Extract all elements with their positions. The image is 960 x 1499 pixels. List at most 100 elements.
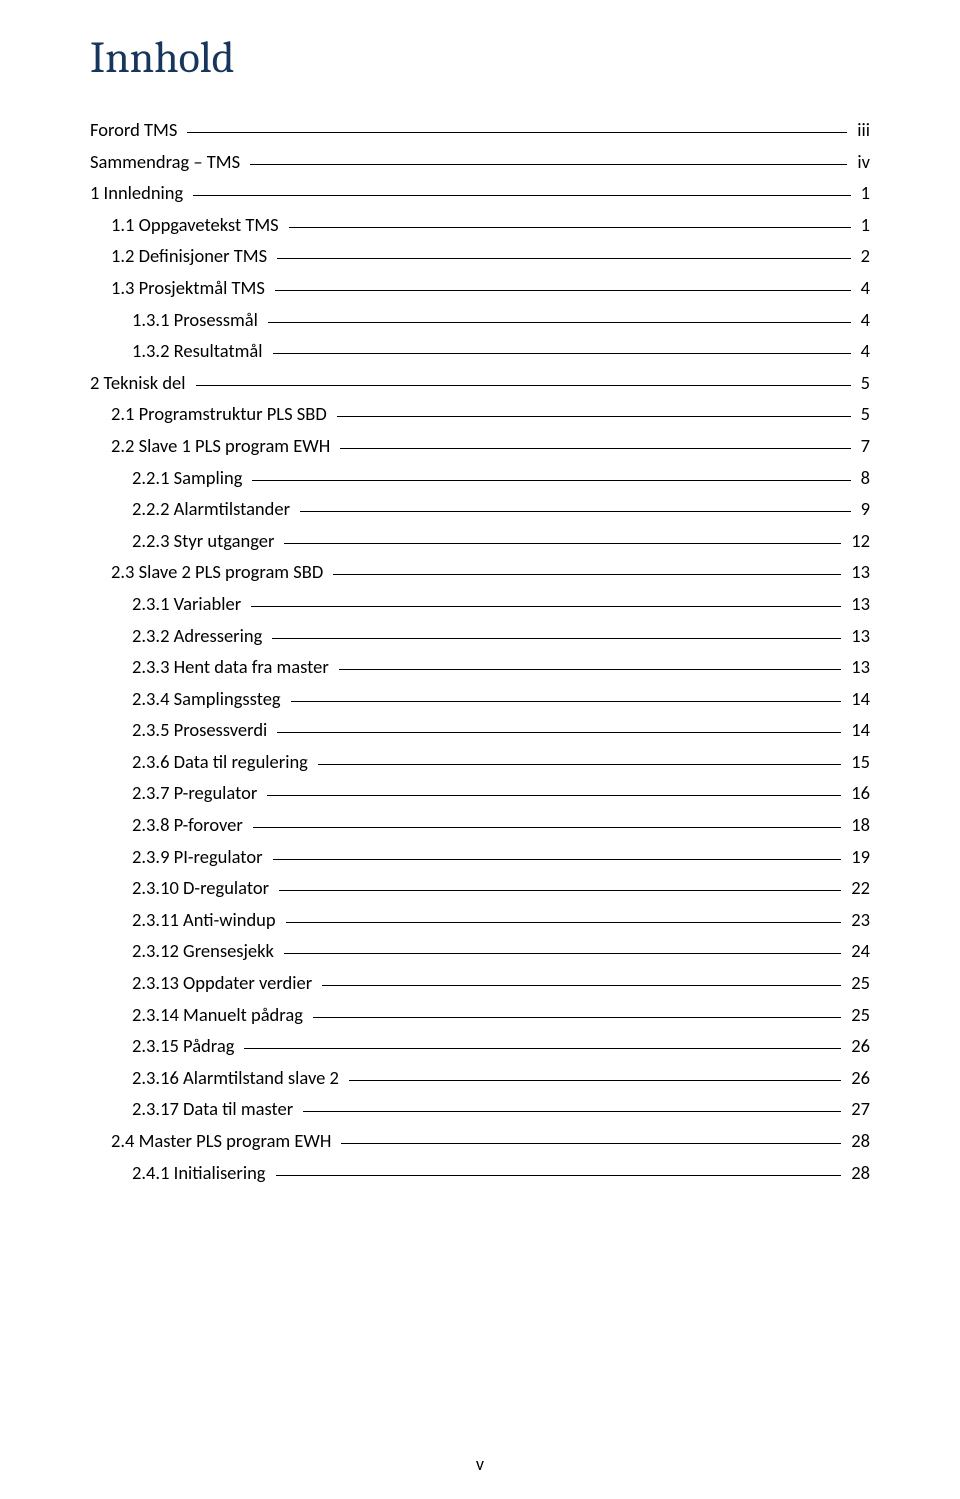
toc-leader: [277, 258, 851, 259]
toc-leader: [267, 795, 841, 796]
toc-leader: [275, 290, 851, 291]
toc-row: 2.3.5 Prosessverdi 14: [90, 721, 870, 740]
toc-page-number: 9: [855, 500, 870, 519]
page: Innhold Forord TMS iii Sammendrag – TMS iv 1…: [0, 0, 960, 1499]
toc-label: Sammendrag – TMS: [90, 153, 246, 172]
toc-label: 2.1 Programstruktur PLS SBD: [90, 405, 333, 424]
toc-page-number: 13: [845, 595, 870, 614]
toc-leader: [322, 985, 841, 986]
toc-page-number: 1: [855, 216, 870, 235]
toc-label: 2.3.13 Oppdater verdier: [90, 974, 318, 993]
toc-label: 1.3.2 Resultatmål: [90, 342, 269, 361]
toc-leader: [193, 195, 850, 196]
toc-label: 1 Innledning: [90, 184, 189, 203]
toc-page-number: 13: [845, 658, 870, 677]
toc-label: Forord TMS: [90, 121, 183, 140]
toc-leader: [286, 922, 842, 923]
toc-page-number: 26: [845, 1037, 870, 1056]
toc-row: 2.3.6 Data til regulering15: [90, 753, 870, 772]
toc-page-number: 4: [855, 311, 870, 330]
toc-leader: [300, 511, 851, 512]
toc-row: 2.4.1 Initialisering28: [90, 1164, 870, 1183]
toc-label: 2.3.8 P-forover: [90, 816, 249, 835]
toc-leader: [276, 1175, 842, 1176]
toc-label: 2.2 Slave 1 PLS program EWH: [90, 437, 336, 456]
toc-row: 2.3.9 PI-regulator19: [90, 848, 870, 867]
toc-label: 2.3.17 Data til master: [90, 1100, 299, 1119]
toc-leader: [250, 164, 847, 165]
toc-label: 2.3.3 Hent data fra master: [90, 658, 335, 677]
toc-row: Sammendrag – TMS iv: [90, 153, 870, 172]
toc-row: 2.3.8 P-forover 18: [90, 816, 870, 835]
toc-leader: [341, 1143, 841, 1144]
toc-page-number: 16: [845, 784, 870, 803]
toc-page-number: 4: [855, 279, 870, 298]
toc-leader: [340, 448, 850, 449]
toc-row: 1.3.2 Resultatmål4: [90, 342, 870, 361]
toc-label: 2.3.4 Samplingssteg: [90, 690, 287, 709]
toc-row: 2.2.1 Sampling 8: [90, 469, 870, 488]
page-title: Innhold: [90, 32, 870, 83]
toc-page-number: 5: [855, 374, 870, 393]
toc-row: 2.3.16 Alarmtilstand slave 226: [90, 1069, 870, 1088]
toc-label: 2.3.14 Manuelt pådrag: [90, 1006, 309, 1025]
toc-page-number: 14: [845, 721, 870, 740]
toc-row: 2.3.10 D-regulator22: [90, 879, 870, 898]
page-number-footer: v: [0, 1453, 960, 1475]
toc-page-number: 18: [845, 816, 870, 835]
toc-label: 2.3.5 Prosessverdi: [90, 721, 273, 740]
toc-page-number: iv: [851, 153, 870, 172]
toc-page-number: 19: [845, 848, 870, 867]
toc-label: 2.3.7 P-regulator: [90, 784, 263, 803]
toc-row: 1 Innledning1: [90, 184, 870, 203]
toc-leader: [244, 1048, 841, 1049]
toc-leader: [313, 1017, 841, 1018]
toc-page-number: iii: [851, 121, 870, 140]
toc-row: 2.3.7 P-regulator 16: [90, 784, 870, 803]
toc-leader: [284, 543, 841, 544]
toc-row: 2.3.3 Hent data fra master 13: [90, 658, 870, 677]
toc-page-number: 13: [845, 563, 870, 582]
toc-row: 1.2 Definisjoner TMS2: [90, 247, 870, 266]
toc-row: 2.3.17 Data til master 27: [90, 1100, 870, 1119]
toc-row: 2.1 Programstruktur PLS SBD 5: [90, 405, 870, 424]
toc-label: 2.3.11 Anti-windup: [90, 911, 282, 930]
toc-page-number: 5: [855, 405, 870, 424]
toc-row: 2.3.11 Anti-windup23: [90, 911, 870, 930]
toc-row: 2.2.3 Styr utganger12: [90, 532, 870, 551]
toc-leader: [277, 732, 841, 733]
toc-leader: [339, 669, 841, 670]
toc-leader: [253, 827, 841, 828]
toc-page-number: 8: [855, 469, 870, 488]
toc-label: 2.2.2 Alarmtilstander: [90, 500, 296, 519]
toc-leader: [289, 227, 851, 228]
toc-row: 2.3.13 Oppdater verdier 25: [90, 974, 870, 993]
toc-leader: [272, 638, 841, 639]
toc-label: 2.3.12 Grensesjekk: [90, 942, 280, 961]
toc-page-number: 2: [855, 247, 870, 266]
toc-leader: [196, 385, 851, 386]
toc-row: Forord TMS iii: [90, 121, 870, 140]
toc-row: 2.2.2 Alarmtilstander 9: [90, 500, 870, 519]
toc-page-number: 25: [845, 1006, 870, 1025]
toc-label: 2.2.1 Sampling: [90, 469, 248, 488]
toc-leader: [303, 1111, 841, 1112]
toc-page-number: 27: [845, 1100, 870, 1119]
toc-row: 1.3.1 Prosessmål4: [90, 311, 870, 330]
toc-leader: [187, 132, 847, 133]
toc-row: 2.3.15 Pådrag26: [90, 1037, 870, 1056]
toc-page-number: 22: [845, 879, 870, 898]
toc-row: 2.3.4 Samplingssteg14: [90, 690, 870, 709]
toc-page-number: 24: [845, 942, 870, 961]
toc-page-number: 12: [845, 532, 870, 551]
toc-label: 2 Teknisk del: [90, 374, 192, 393]
toc-leader: [291, 701, 842, 702]
toc-leader: [333, 574, 841, 575]
toc-page-number: 25: [845, 974, 870, 993]
toc-leader: [268, 322, 851, 323]
toc-label: 2.4.1 Initialisering: [90, 1164, 272, 1183]
toc-page-number: 26: [845, 1069, 870, 1088]
toc-leader: [337, 416, 851, 417]
toc-leader: [252, 480, 850, 481]
toc-label: 1.3 Prosjektmål TMS: [90, 279, 271, 298]
